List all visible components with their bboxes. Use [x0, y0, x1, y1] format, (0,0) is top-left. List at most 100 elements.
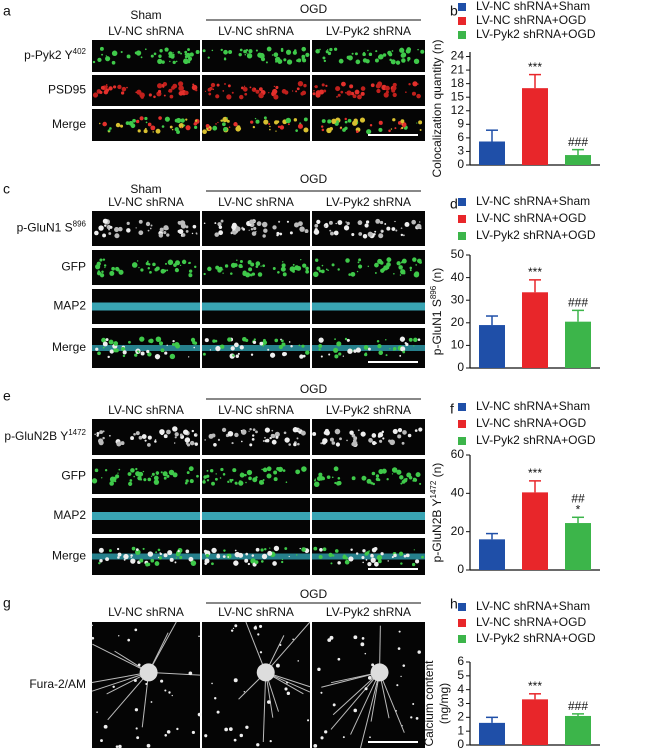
- puncta: [261, 468, 263, 471]
- puncta: [280, 339, 284, 343]
- puncta: [239, 345, 244, 350]
- puncta: [215, 549, 217, 551]
- puncta: [377, 559, 382, 564]
- puncta: [282, 272, 287, 277]
- puncta: [380, 268, 385, 273]
- puncta: [92, 60, 96, 64]
- puncta: [240, 440, 243, 443]
- puncta: [261, 553, 268, 560]
- puncta: [204, 90, 207, 92]
- puncta: [403, 554, 407, 558]
- puncta: [313, 481, 320, 488]
- puncta: [386, 262, 391, 267]
- bar: [479, 325, 505, 368]
- y-tick-label: 4: [457, 682, 464, 696]
- puncta: [391, 473, 394, 475]
- puncta: [377, 434, 381, 438]
- puncta: [213, 442, 217, 447]
- panel-letter: b: [450, 3, 458, 19]
- puncta: [297, 221, 303, 227]
- neurite: [141, 672, 150, 728]
- micrograph: [202, 109, 310, 141]
- puncta: [351, 233, 355, 237]
- puncta: [202, 352, 206, 356]
- legend-swatch: [458, 215, 466, 223]
- puncta: [378, 120, 383, 125]
- puncta: [231, 478, 234, 482]
- puncta: [244, 54, 247, 56]
- puncta: [341, 81, 346, 87]
- puncta: [253, 226, 257, 231]
- puncta: [101, 53, 104, 56]
- puncta: [96, 271, 102, 276]
- puncta: [254, 560, 259, 565]
- puncta: [275, 130, 277, 132]
- micrograph: [202, 419, 310, 455]
- puncta: [181, 259, 187, 265]
- puncta: [248, 267, 253, 272]
- puncta: [166, 269, 169, 272]
- puncta: [164, 351, 168, 355]
- puncta: [313, 90, 315, 92]
- puncta: [292, 263, 295, 266]
- dendrite: [202, 512, 310, 520]
- puncta: [197, 712, 202, 717]
- dendrite: [312, 302, 425, 311]
- puncta: [125, 121, 130, 125]
- puncta: [147, 229, 150, 232]
- puncta: [227, 430, 234, 437]
- puncta: [160, 679, 164, 683]
- legend-label: LV-Pyk2 shRNA+OGD: [476, 631, 596, 645]
- puncta: [195, 232, 198, 235]
- puncta: [263, 228, 268, 233]
- puncta: [108, 232, 112, 235]
- puncta: [371, 471, 376, 476]
- puncta: [378, 468, 384, 475]
- puncta: [183, 124, 186, 127]
- row-label: MAP2: [53, 508, 86, 522]
- puncta: [412, 257, 417, 262]
- column-label: LV-NC shRNA: [108, 195, 184, 209]
- puncta: [348, 273, 352, 276]
- puncta: [214, 232, 220, 237]
- puncta: [150, 125, 156, 131]
- puncta: [188, 556, 194, 562]
- puncta: [250, 262, 255, 267]
- puncta: [227, 480, 230, 484]
- puncta: [255, 89, 260, 94]
- puncta: [175, 260, 180, 266]
- puncta: [331, 120, 336, 125]
- puncta: [239, 733, 244, 738]
- puncta: [172, 52, 174, 54]
- puncta: [105, 88, 110, 92]
- puncta: [338, 58, 344, 64]
- puncta: [164, 734, 168, 737]
- puncta: [411, 91, 417, 96]
- puncta: [355, 130, 359, 134]
- puncta: [370, 557, 376, 563]
- puncta: [281, 560, 284, 564]
- puncta: [190, 337, 196, 343]
- puncta: [378, 127, 383, 132]
- puncta: [162, 82, 168, 87]
- puncta: [369, 736, 371, 739]
- puncta: [157, 556, 160, 559]
- puncta: [387, 50, 392, 56]
- puncta: [223, 549, 226, 552]
- puncta: [300, 259, 302, 261]
- legend-label: LV-NC shRNA+Sham: [476, 599, 590, 613]
- puncta: [406, 472, 412, 478]
- puncta: [368, 438, 373, 443]
- puncta: [135, 548, 139, 552]
- puncta: [334, 481, 337, 485]
- puncta: [365, 59, 370, 64]
- puncta: [278, 220, 281, 223]
- puncta: [360, 431, 366, 437]
- puncta: [394, 127, 397, 130]
- puncta: [238, 552, 244, 558]
- puncta: [113, 85, 117, 89]
- puncta: [321, 264, 324, 267]
- puncta: [164, 689, 167, 692]
- puncta: [227, 337, 232, 342]
- puncta: [281, 342, 286, 347]
